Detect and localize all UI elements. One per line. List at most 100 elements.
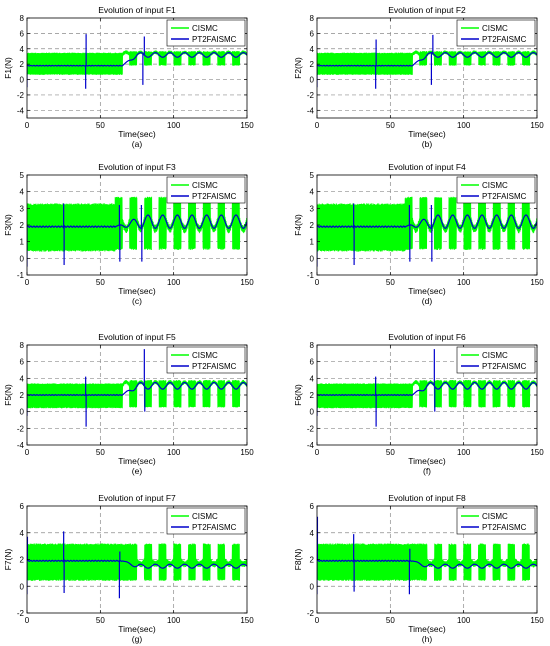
legend: CISMC PT2FAISMC bbox=[456, 176, 536, 204]
y-tick-label: 4 bbox=[20, 45, 25, 54]
series-line-pt2faismc bbox=[317, 34, 537, 89]
panel-label: (a) bbox=[132, 139, 143, 149]
legend-box bbox=[166, 507, 246, 535]
x-tick-label: 0 bbox=[25, 448, 30, 457]
panel-label: (e) bbox=[132, 466, 143, 476]
x-axis-label: Time(sec) bbox=[408, 286, 446, 296]
y-tick-label: -2 bbox=[17, 424, 25, 433]
y-tick-label: 2 bbox=[310, 556, 315, 565]
y-axis-label: F2(N) bbox=[293, 57, 303, 79]
x-tick-label: 0 bbox=[25, 121, 30, 130]
y-tick-label: 0 bbox=[20, 408, 25, 417]
y-axis-label: F8(N) bbox=[293, 548, 303, 570]
legend-entry: PT2FAISMC bbox=[482, 192, 527, 201]
y-tick-label: 2 bbox=[20, 60, 25, 69]
chart-panel: 0 50 100 150 -4 -2 0 2 4 6 8 Evolution of input F6 T… bbox=[293, 332, 544, 476]
x-tick-label: 50 bbox=[386, 278, 395, 287]
y-tick-label: 3 bbox=[310, 204, 315, 213]
axes-frame bbox=[26, 17, 248, 119]
legend-entry: CISMC bbox=[482, 24, 508, 33]
y-tick-label: 4 bbox=[20, 529, 25, 538]
x-axis-label: Time(sec) bbox=[118, 456, 156, 466]
legend: CISMC PT2FAISMC bbox=[456, 507, 536, 535]
x-axis-label: Time(sec) bbox=[118, 129, 156, 139]
y-tick-label: 3 bbox=[20, 204, 25, 213]
y-tick-label: 6 bbox=[20, 358, 25, 367]
y-tick-label: 6 bbox=[310, 358, 315, 367]
series-line-pt2faismc bbox=[317, 516, 537, 595]
legend-box bbox=[456, 19, 536, 47]
y-tick-label: 0 bbox=[310, 254, 315, 263]
y-tick-label: 1 bbox=[310, 238, 315, 247]
y-tick-label: 0 bbox=[310, 408, 315, 417]
x-tick-label: 100 bbox=[167, 121, 181, 130]
legend-box bbox=[456, 507, 536, 535]
series-line-pt2faismc bbox=[27, 203, 247, 267]
y-tick-label: 2 bbox=[310, 391, 315, 400]
legend: CISMC PT2FAISMC bbox=[166, 507, 246, 535]
legend-box bbox=[166, 19, 246, 47]
legend-entry: CISMC bbox=[192, 512, 218, 521]
y-tick-label: 2 bbox=[310, 221, 315, 230]
y-tick-label: 2 bbox=[20, 221, 25, 230]
chart-title: Evolution of input F1 bbox=[98, 5, 176, 15]
x-tick-label: 50 bbox=[96, 121, 105, 130]
y-tick-label: 4 bbox=[310, 45, 315, 54]
panel-label: (d) bbox=[422, 296, 433, 306]
chart-title: Evolution of input F7 bbox=[98, 493, 176, 503]
y-axis-label: F5(N) bbox=[3, 384, 13, 406]
legend-box bbox=[456, 176, 536, 204]
chart-title: Evolution of input F3 bbox=[98, 162, 176, 172]
y-tick-label: 4 bbox=[20, 188, 25, 197]
x-tick-label: 150 bbox=[530, 448, 544, 457]
legend-box bbox=[166, 176, 246, 204]
y-tick-label: -1 bbox=[307, 271, 315, 280]
x-tick-label: 150 bbox=[240, 448, 254, 457]
y-tick-label: -4 bbox=[17, 441, 25, 450]
x-tick-label: 150 bbox=[530, 616, 544, 625]
x-tick-label: 50 bbox=[96, 278, 105, 287]
y-tick-label: -4 bbox=[307, 441, 315, 450]
panel-label: (c) bbox=[132, 296, 142, 306]
chart-title: Evolution of input F5 bbox=[98, 332, 176, 342]
y-tick-label: 4 bbox=[310, 529, 315, 538]
legend-entry: PT2FAISMC bbox=[192, 362, 237, 371]
y-tick-label: -1 bbox=[17, 271, 25, 280]
legend-entry: CISMC bbox=[482, 512, 508, 521]
series-line-cismc bbox=[27, 50, 247, 75]
x-tick-label: 100 bbox=[457, 448, 471, 457]
series-line-pt2faismc bbox=[317, 349, 537, 427]
y-tick-label: 5 bbox=[310, 171, 315, 180]
y-tick-label: 2 bbox=[20, 391, 25, 400]
legend: CISMC PT2FAISMC bbox=[456, 19, 536, 47]
legend-entry: PT2FAISMC bbox=[482, 362, 527, 371]
series-line-cismc bbox=[317, 380, 537, 409]
chart-panel: 0 50 100 150 -4 -2 0 2 4 6 8 Evolution of input F5 T… bbox=[3, 332, 254, 476]
series-line-cismc bbox=[317, 50, 537, 75]
x-tick-label: 100 bbox=[457, 278, 471, 287]
axes-frame bbox=[316, 17, 538, 119]
chart-title: Evolution of input F4 bbox=[388, 162, 466, 172]
series-line-pt2faismc bbox=[27, 34, 247, 89]
series-line-pt2faismc bbox=[317, 203, 537, 267]
series-line-pt2faismc bbox=[27, 349, 247, 427]
x-tick-label: 150 bbox=[240, 616, 254, 625]
x-tick-label: 150 bbox=[530, 121, 544, 130]
legend-entry: CISMC bbox=[192, 351, 218, 360]
y-tick-label: 6 bbox=[310, 502, 315, 511]
y-tick-label: -4 bbox=[307, 106, 315, 115]
chart-panel: 0 50 100 150 -4 -2 0 2 4 6 8 Evolution of input F1 T… bbox=[3, 5, 254, 149]
x-tick-label: 50 bbox=[386, 448, 395, 457]
y-tick-label: 6 bbox=[20, 29, 25, 38]
panel-label: (g) bbox=[132, 634, 143, 644]
x-tick-label: 50 bbox=[96, 448, 105, 457]
panel-label: (h) bbox=[422, 634, 433, 644]
x-tick-label: 0 bbox=[315, 278, 320, 287]
x-tick-label: 50 bbox=[96, 616, 105, 625]
x-tick-label: 150 bbox=[530, 278, 544, 287]
x-axis-label: Time(sec) bbox=[408, 624, 446, 634]
y-tick-label: 8 bbox=[20, 14, 25, 23]
x-axis-label: Time(sec) bbox=[118, 286, 156, 296]
